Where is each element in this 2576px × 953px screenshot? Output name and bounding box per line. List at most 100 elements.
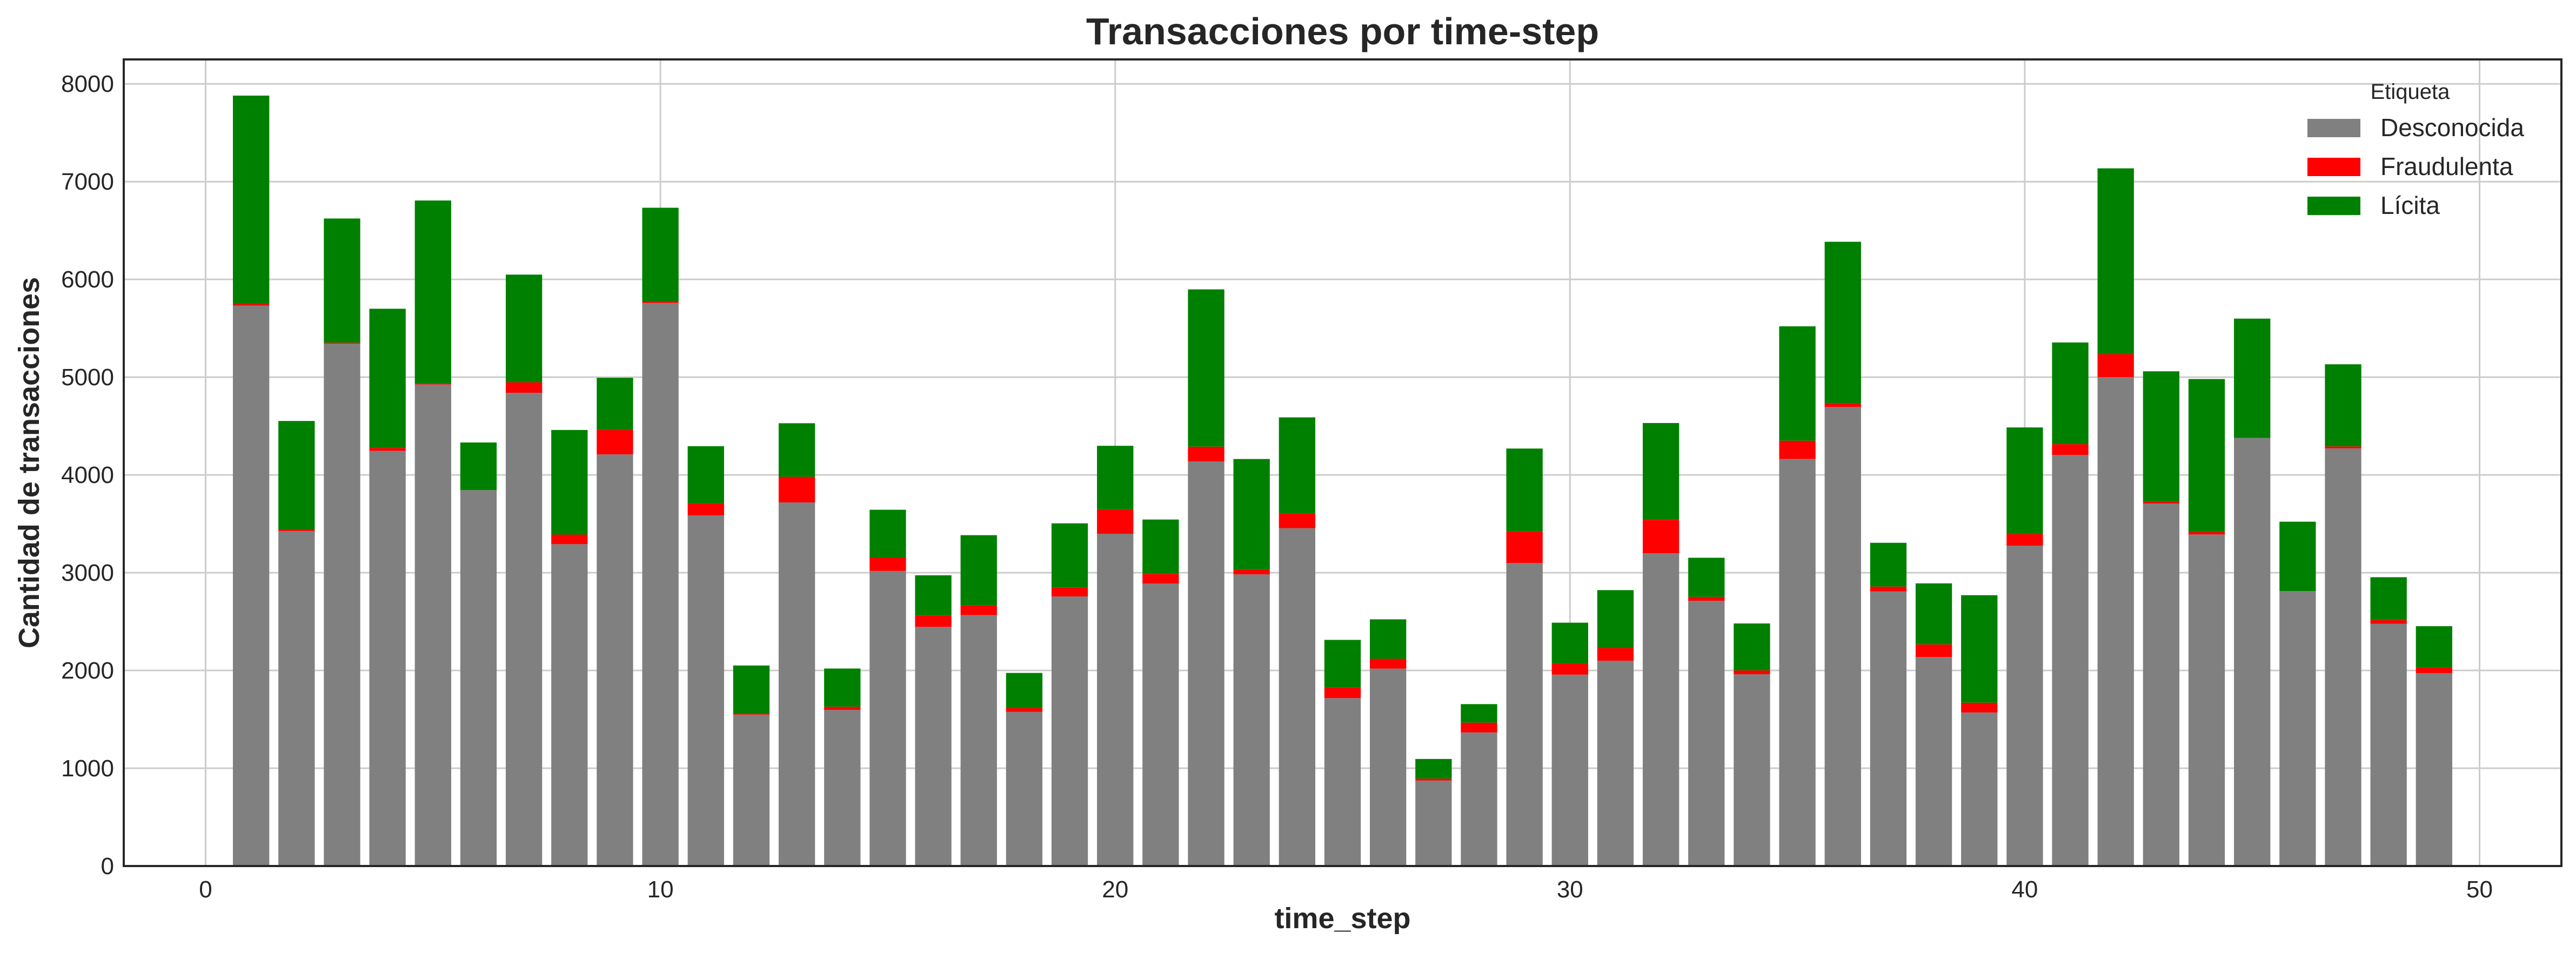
y-tick-label: 4000 (61, 462, 114, 488)
bar-lcita-26 (1369, 619, 1407, 659)
bar-lcita-27 (1415, 759, 1452, 779)
bar-fraudulenta-37 (1870, 586, 1907, 592)
bar-fraudulenta-49 (2416, 667, 2453, 673)
bar-lcita-1 (232, 95, 270, 304)
x-tick-label: 20 (1102, 876, 1128, 903)
bar-fraudulenta-15 (869, 557, 906, 571)
bar-desconocida-44 (2188, 534, 2225, 866)
bar-lcita-18 (1006, 673, 1043, 708)
bar-desconocida-36 (1824, 407, 1861, 866)
bar-desconocida-11 (687, 515, 724, 866)
bar-fraudulenta-20 (1097, 509, 1134, 534)
bar-lcita-7 (505, 274, 543, 382)
bar-fraudulenta-8 (551, 534, 588, 545)
bar-desconocida-33 (1688, 601, 1725, 866)
legend-swatch-fraudulenta (2307, 158, 2360, 176)
bar-fraudulenta-34 (1734, 670, 1770, 675)
tick-labels: 0 1000 2000 3000 4000 5000 6000 7000 8000 0 10 20 30… (61, 71, 2493, 903)
legend-title: Etiqueta (2371, 80, 2451, 104)
bar-desconocida-7 (505, 393, 543, 866)
bar-fraudulenta-42 (2097, 354, 2134, 378)
x-tick-label: 40 (2011, 876, 2038, 903)
x-tick-label: 50 (2466, 876, 2493, 903)
bar-lcita-16 (915, 575, 952, 616)
bar-desconocida-19 (1051, 596, 1088, 866)
bar-lcita-9 (597, 378, 633, 430)
bar-fraudulenta-28 (1461, 722, 1497, 733)
bar-desconocida-12 (733, 714, 770, 866)
bar-desconocida-29 (1506, 562, 1543, 866)
bar-fraudulenta-48 (2370, 620, 2407, 624)
legend-swatch-lcita (2307, 197, 2360, 215)
bar-desconocida-34 (1734, 674, 1770, 866)
bar-fraudulenta-32 (1642, 520, 1680, 554)
bar-desconocida-14 (824, 710, 861, 866)
bar-lcita-25 (1324, 640, 1361, 688)
bar-fraudulenta-41 (2052, 444, 2089, 455)
bar-desconocida-4 (369, 451, 406, 866)
bar-fraudulenta-3 (324, 343, 360, 344)
bar-fraudulenta-4 (369, 448, 406, 451)
x-axis-label: time_step (1274, 902, 1410, 935)
bar-desconocida-5 (414, 384, 451, 866)
bar-fraudulenta-14 (824, 707, 861, 710)
x-tick-label: 30 (1557, 876, 1583, 903)
bar-fraudulenta-11 (687, 503, 724, 516)
bar-desconocida-48 (2370, 623, 2407, 866)
y-tick-label: 7000 (61, 169, 114, 195)
bar-lcita-23 (1233, 459, 1270, 570)
legend-label-lcita: Lícita (2380, 191, 2440, 219)
bar-desconocida-23 (1233, 574, 1270, 866)
bar-lcita-44 (2188, 379, 2225, 532)
bar-fraudulenta-9 (597, 429, 633, 455)
y-tick-label: 3000 (61, 560, 114, 586)
bar-fraudulenta-26 (1369, 659, 1407, 669)
bar-desconocida-49 (2416, 673, 2453, 866)
bar-lcita-31 (1597, 590, 1634, 648)
bar-fraudulenta-24 (1279, 513, 1316, 528)
bar-lcita-42 (2097, 168, 2134, 354)
bar-fraudulenta-13 (778, 476, 815, 502)
bar-desconocida-13 (778, 502, 815, 866)
bar-desconocida-1 (232, 305, 270, 866)
chart-title: Transacciones por time-step (1086, 10, 1599, 52)
bar-lcita-38 (1915, 583, 1952, 645)
bar-lcita-34 (1734, 623, 1770, 670)
bar-desconocida-17 (960, 615, 997, 866)
bar-desconocida-24 (1279, 528, 1316, 866)
bar-fraudulenta-16 (915, 615, 952, 627)
bar-lcita-17 (960, 535, 997, 606)
bar-fraudulenta-31 (1597, 648, 1634, 661)
bar-lcita-32 (1642, 423, 1680, 520)
bar-lcita-2 (278, 421, 315, 529)
bar-desconocida-9 (597, 454, 633, 866)
bar-lcita-20 (1097, 446, 1134, 509)
bar-lcita-46 (2279, 521, 2316, 592)
plot-frame (123, 58, 2562, 867)
bar-fraudulenta-21 (1142, 574, 1179, 584)
bar-fraudulenta-1 (232, 304, 270, 306)
bar-fraudulenta-39 (1961, 702, 1998, 713)
bar-lcita-24 (1279, 417, 1316, 514)
bar-desconocida-37 (1870, 591, 1907, 866)
bar-fraudulenta-43 (2143, 501, 2180, 504)
bar-fraudulenta-35 (1779, 440, 1816, 459)
bar-desconocida-28 (1461, 732, 1497, 866)
bar-lcita-43 (2143, 371, 2180, 502)
y-axis-label: Cantidad de transacciones (13, 277, 45, 648)
bar-desconocida-38 (1915, 657, 1952, 866)
legend-label-fraudulenta: Fraudulenta (2380, 152, 2513, 180)
bar-lcita-48 (2370, 577, 2407, 620)
bar-lcita-15 (869, 509, 906, 558)
bar-lcita-13 (778, 423, 815, 477)
bar-desconocida-40 (2006, 546, 2043, 866)
bar-desconocida-43 (2143, 503, 2180, 866)
bar-fraudulenta-17 (960, 605, 997, 615)
legend: Etiqueta Desconocida Fraudulenta Lícita (2307, 80, 2524, 219)
bar-lcita-35 (1779, 326, 1816, 441)
bar-fraudulenta-25 (1324, 687, 1361, 699)
bar-fraudulenta-30 (1551, 663, 1588, 675)
bar-desconocida-42 (2097, 377, 2134, 866)
y-tick-label: 5000 (61, 364, 114, 391)
legend-swatch-desconocida (2307, 119, 2360, 137)
